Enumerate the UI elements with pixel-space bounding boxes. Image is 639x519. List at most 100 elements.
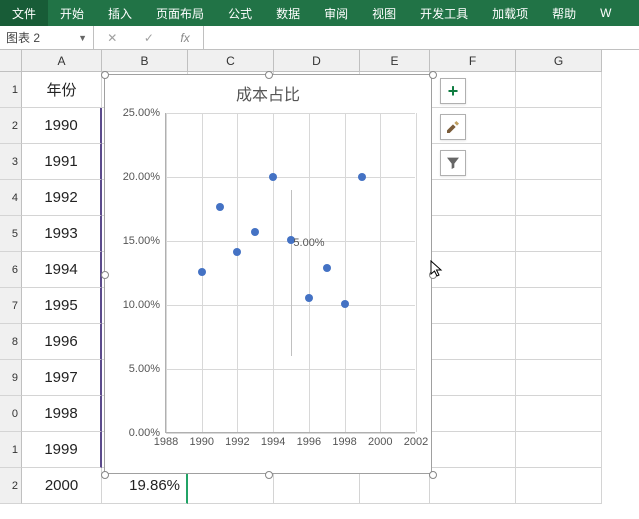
cell[interactable] [516,180,602,216]
cell[interactable] [516,72,602,108]
formula-input[interactable] [204,26,639,49]
chart-resize-handle[interactable] [265,471,273,479]
cell[interactable]: 1999 [22,432,102,468]
cell[interactable]: 1992 [22,180,102,216]
ribbon-tab[interactable]: 数据 [264,0,312,26]
cell[interactable] [516,288,602,324]
cell[interactable] [430,396,516,432]
chart-data-point[interactable] [216,203,224,211]
chart-gridline [166,113,415,114]
cell[interactable] [430,180,516,216]
ribbon-tab[interactable]: W [588,0,623,26]
column-header[interactable]: G [516,50,602,72]
row-header[interactable]: 0 [0,396,22,432]
formula-bar-icons: ✕ ✓ fx [94,26,204,49]
column-header[interactable]: C [188,50,274,72]
chart-xtick-label: 1998 [332,436,356,448]
row-header[interactable]: 1 [0,72,22,108]
ribbon-tab[interactable]: 帮助 [540,0,588,26]
ribbon-tab[interactable]: 开发工具 [408,0,480,26]
cell[interactable] [516,216,602,252]
chart-data-point[interactable] [269,173,277,181]
cell[interactable] [516,360,602,396]
ribbon-tab[interactable]: 审阅 [312,0,360,26]
row-header[interactable]: 7 [0,288,22,324]
row-header[interactable]: 3 [0,144,22,180]
name-box-dropdown-icon[interactable]: ▼ [78,33,87,43]
cell[interactable] [430,216,516,252]
column-header[interactable]: A [22,50,102,72]
chart-resize-handle[interactable] [101,71,109,79]
chart-data-point[interactable] [305,294,313,302]
cancel-icon[interactable]: ✕ [107,31,117,45]
cell[interactable] [430,432,516,468]
cell[interactable] [516,252,602,288]
chart-plot-area[interactable]: 25.00%20.00%15.00%10.00%5.00%0.00%198819… [165,113,415,433]
select-all-corner[interactable] [0,50,22,72]
chart-resize-handle[interactable] [101,271,109,279]
cell[interactable] [516,468,602,504]
chart-data-point[interactable] [341,300,349,308]
chart-data-point[interactable] [251,228,259,236]
cell[interactable]: 1998 [22,396,102,432]
column-header[interactable]: D [274,50,360,72]
ribbon-tab[interactable]: 文件 [0,0,48,26]
chart-title[interactable]: 成本占比 [105,75,431,105]
chart-data-point[interactable] [358,173,366,181]
row-header[interactable]: 6 [0,252,22,288]
chart-resize-handle[interactable] [429,471,437,479]
cell[interactable]: 1995 [22,288,102,324]
name-box[interactable]: 图表 2 ▼ [0,26,94,49]
chart-elements-button[interactable]: + [440,78,466,104]
chart-styles-button[interactable] [440,114,466,140]
row-header[interactable]: 8 [0,324,22,360]
cell[interactable] [516,108,602,144]
chart-object[interactable]: 成本占比 25.00%20.00%15.00%10.00%5.00%0.00%1… [104,74,432,474]
row-header[interactable]: 5 [0,216,22,252]
cell[interactable] [430,324,516,360]
confirm-icon[interactable]: ✓ [144,31,154,45]
chart-gridline [237,113,238,432]
chart-resize-handle[interactable] [429,71,437,79]
row-header[interactable]: 9 [0,360,22,396]
chart-resize-handle[interactable] [429,271,437,279]
ribbon-tab[interactable]: 加载项 [480,0,540,26]
cell[interactable]: 1996 [22,324,102,360]
fx-icon[interactable]: fx [180,31,189,45]
cell[interactable]: 1990 [22,108,102,144]
ribbon-tab[interactable]: 页面布局 [144,0,216,26]
ribbon-tab[interactable]: 开始 [48,0,96,26]
cell[interactable] [430,468,516,504]
cell[interactable]: 年份 [22,72,102,108]
ribbon-tab[interactable]: 插入 [96,0,144,26]
cell[interactable] [516,144,602,180]
chart-data-label[interactable]: 5.00% [293,237,324,249]
chart-data-point[interactable] [233,248,241,256]
cell[interactable]: 1997 [22,360,102,396]
chart-filter-button[interactable] [440,150,466,176]
chart-data-point[interactable] [198,268,206,276]
ribbon-tab[interactable]: 公式 [216,0,264,26]
ribbon-tab[interactable]: 视图 [360,0,408,26]
row-header[interactable]: 2 [0,108,22,144]
chart-resize-handle[interactable] [265,71,273,79]
formula-bar: 图表 2 ▼ ✕ ✓ fx [0,26,639,50]
column-header[interactable]: B [102,50,188,72]
chart-resize-handle[interactable] [101,471,109,479]
chart-data-point[interactable] [323,264,331,272]
cell[interactable] [430,288,516,324]
row-header[interactable]: 2 [0,468,22,504]
row-header[interactable]: 4 [0,180,22,216]
column-header[interactable]: E [360,50,430,72]
cell[interactable] [430,360,516,396]
cell[interactable] [516,396,602,432]
cell[interactable] [516,432,602,468]
cell[interactable]: 1991 [22,144,102,180]
cell[interactable] [430,252,516,288]
cell[interactable]: 1994 [22,252,102,288]
cell[interactable] [516,324,602,360]
row-header[interactable]: 1 [0,432,22,468]
cell[interactable]: 1993 [22,216,102,252]
column-header[interactable]: F [430,50,516,72]
cell[interactable]: 2000 [22,468,102,504]
